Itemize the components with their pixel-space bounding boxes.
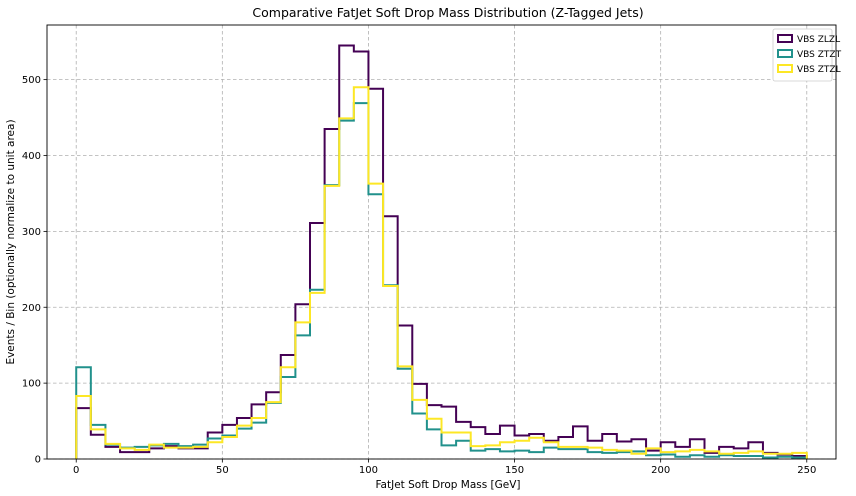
x-tick-label: 150 [505,465,524,476]
x-tick-label: 100 [359,465,378,476]
x-tick-label: 250 [797,465,816,476]
x-tick-label: 0 [73,465,79,476]
x-tick-label: 200 [651,465,670,476]
y-tick-label: 200 [22,303,41,314]
axis-ticks: 0 50 100 150 200 250 0 100 200 300 400 500 [22,75,816,476]
legend-label: VBS ZTZL [797,65,841,75]
chart-title: Comparative FatJet Soft Drop Mass Distri… [252,5,643,20]
series-line-2 [75,102,808,459]
series-layer [75,44,808,459]
legend-swatch [777,64,793,73]
y-tick-label: 500 [22,75,41,86]
x-axis-label: FatJet Soft Drop Mass [GeV] [375,479,520,491]
y-tick-label: 100 [22,379,41,390]
legend-swatch [777,34,793,43]
legend-label: VBS ZLZL [797,35,840,45]
legend-label: VBS ZTZT [797,50,842,60]
y-tick-label: 400 [22,151,41,162]
series-line-3 [75,86,808,459]
y-axis-label: Events / Bin (optionally normalize to un… [5,119,17,364]
x-tick-label: 50 [216,465,229,476]
plot-frame [46,24,837,460]
y-tick-label: 300 [22,227,41,238]
legend: VBS ZLZL VBS ZTZT VBS ZTZL [772,28,842,82]
legend-swatch [777,49,793,58]
y-tick-label: 0 [35,455,41,466]
